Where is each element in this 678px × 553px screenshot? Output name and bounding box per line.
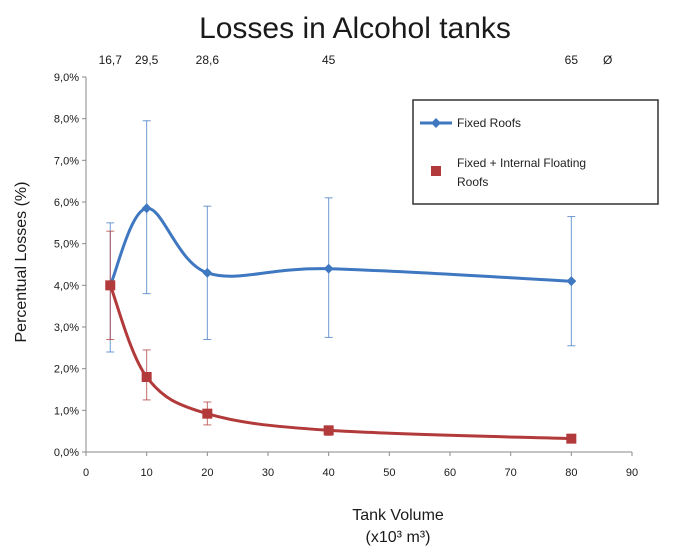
legend-box: [412, 99, 659, 205]
y-axis-ticks: 0,0% 1,0% 2,0% 3,0% 4,0% 5,0% 6,0% 7,0% 8,0% 9,0%: [54, 72, 86, 459]
plot-area: [105, 120, 577, 444]
x-axis-label-line1: Tank Volume: [352, 507, 444, 524]
x-tick-label: 90: [626, 467, 638, 479]
x-tick-label: 0: [83, 467, 89, 479]
legend-swatch-marker: [431, 166, 441, 176]
x-tick-label: 80: [565, 467, 577, 479]
data-point: [141, 203, 152, 214]
data-point: [323, 263, 334, 274]
y-axis-label: Percentual Losses (%): [13, 182, 30, 343]
top-annotation-label: Ø: [603, 53, 612, 67]
y-tick-label: 9,0%: [54, 72, 79, 84]
x-axis-label-line2: (x10³ m³): [366, 529, 431, 546]
y-tick-label: 2,0%: [54, 364, 79, 376]
series-fixed-internal-floating: [105, 230, 577, 444]
data-point: [566, 276, 577, 287]
series-line: [108, 206, 572, 286]
top-annotation-label: 28,6: [196, 53, 220, 67]
legend-label: Fixed + Internal Floating: [457, 156, 586, 170]
top-annotation-label: 45: [322, 53, 336, 67]
y-tick-label: 8,0%: [54, 114, 79, 126]
y-tick-label: 7,0%: [54, 155, 79, 167]
x-axis-ticks: 0 10 20 30 40 50 60 70 80 90: [83, 452, 638, 479]
series-line: [108, 284, 572, 441]
x-tick-label: 10: [141, 467, 153, 479]
x-tick-label: 20: [201, 467, 213, 479]
x-tick-label: 70: [505, 467, 517, 479]
y-tick-label: 5,0%: [54, 239, 79, 251]
top-annotation-label: 29,5: [135, 53, 159, 67]
y-tick-label: 6,0%: [54, 197, 79, 209]
x-tick-label: 30: [262, 467, 274, 479]
data-point: [202, 408, 213, 419]
data-point: [202, 267, 213, 278]
y-tick-label: 1,0%: [54, 405, 79, 417]
data-point: [105, 280, 116, 291]
legend-label: Roofs: [457, 175, 488, 189]
data-point: [141, 372, 152, 382]
data-point: [566, 433, 577, 444]
y-tick-label: 3,0%: [54, 322, 79, 334]
top-labels: 16,7 29,5 28,6 45 65 Ø: [99, 53, 613, 67]
y-tick-label: 4,0%: [54, 280, 79, 292]
axes: [85, 77, 632, 453]
chart-title: Losses in Alcohol tanks: [199, 12, 511, 45]
x-tick-label: 40: [323, 467, 335, 479]
x-tick-label: 50: [383, 467, 395, 479]
legend: Fixed Roofs Fixed + Internal Floating Roof…: [412, 99, 659, 205]
top-annotation-label: 16,7: [99, 53, 123, 67]
data-point: [323, 425, 334, 436]
y-tick-label: 0,0%: [54, 447, 79, 459]
legend-label: Fixed Roofs: [457, 116, 521, 130]
x-tick-label: 60: [444, 467, 456, 479]
top-annotation-label: 65: [565, 53, 579, 67]
